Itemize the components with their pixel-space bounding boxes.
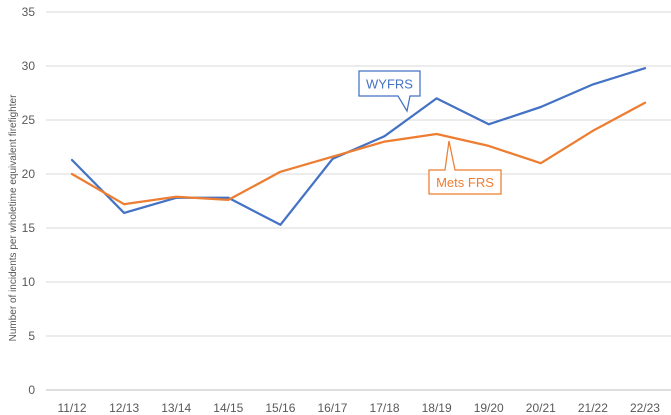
series-callouts: WYFRS Mets FRS bbox=[358, 70, 502, 195]
series-line-1 bbox=[70, 101, 647, 206]
x-tick-label: 12/13 bbox=[109, 401, 139, 415]
y-axis-title: Number of incidents per wholetime equiva… bbox=[8, 94, 19, 341]
x-tick-label: 20/21 bbox=[526, 401, 556, 415]
series-callout-1: Mets FRS bbox=[428, 140, 502, 195]
y-tick-label: 10 bbox=[22, 275, 36, 289]
y-tick-label: 5 bbox=[28, 329, 35, 343]
x-axis-ticks: 11/12 12/13 13/14 14/15 15/16 16/17 17/18 18/19… bbox=[57, 401, 660, 415]
gridlines bbox=[46, 11, 671, 391]
x-tick-label: 18/19 bbox=[422, 401, 452, 415]
y-tick-label: 35 bbox=[22, 5, 36, 19]
series-lines bbox=[70, 67, 647, 226]
x-tick-label: 19/20 bbox=[474, 401, 504, 415]
x-tick-label: 21/22 bbox=[578, 401, 608, 415]
y-tick-label: 0 bbox=[28, 383, 35, 397]
y-axis-ticks: 0 5 10 15 20 25 30 35 bbox=[22, 5, 36, 397]
x-tick-label: 11/12 bbox=[57, 401, 86, 415]
x-tick-label: 13/14 bbox=[161, 401, 191, 415]
series-line-0 bbox=[70, 67, 647, 226]
x-tick-label: 16/17 bbox=[317, 401, 347, 415]
callout-box bbox=[428, 140, 502, 195]
y-tick-label: 25 bbox=[22, 113, 36, 127]
x-tick-label: 15/16 bbox=[265, 401, 295, 415]
y-tick-label: 20 bbox=[22, 167, 36, 181]
y-tick-label: 30 bbox=[22, 59, 36, 73]
x-tick-label: 14/15 bbox=[213, 401, 243, 415]
x-tick-label: 22/23 bbox=[630, 401, 660, 415]
series-name-label: Mets FRS bbox=[436, 175, 494, 190]
callout-box bbox=[358, 70, 421, 113]
x-tick-label: 17/18 bbox=[370, 401, 400, 415]
series-callout-0: WYFRS bbox=[358, 70, 421, 113]
series-name-label: WYFRS bbox=[366, 77, 413, 92]
y-tick-label: 15 bbox=[22, 221, 36, 235]
